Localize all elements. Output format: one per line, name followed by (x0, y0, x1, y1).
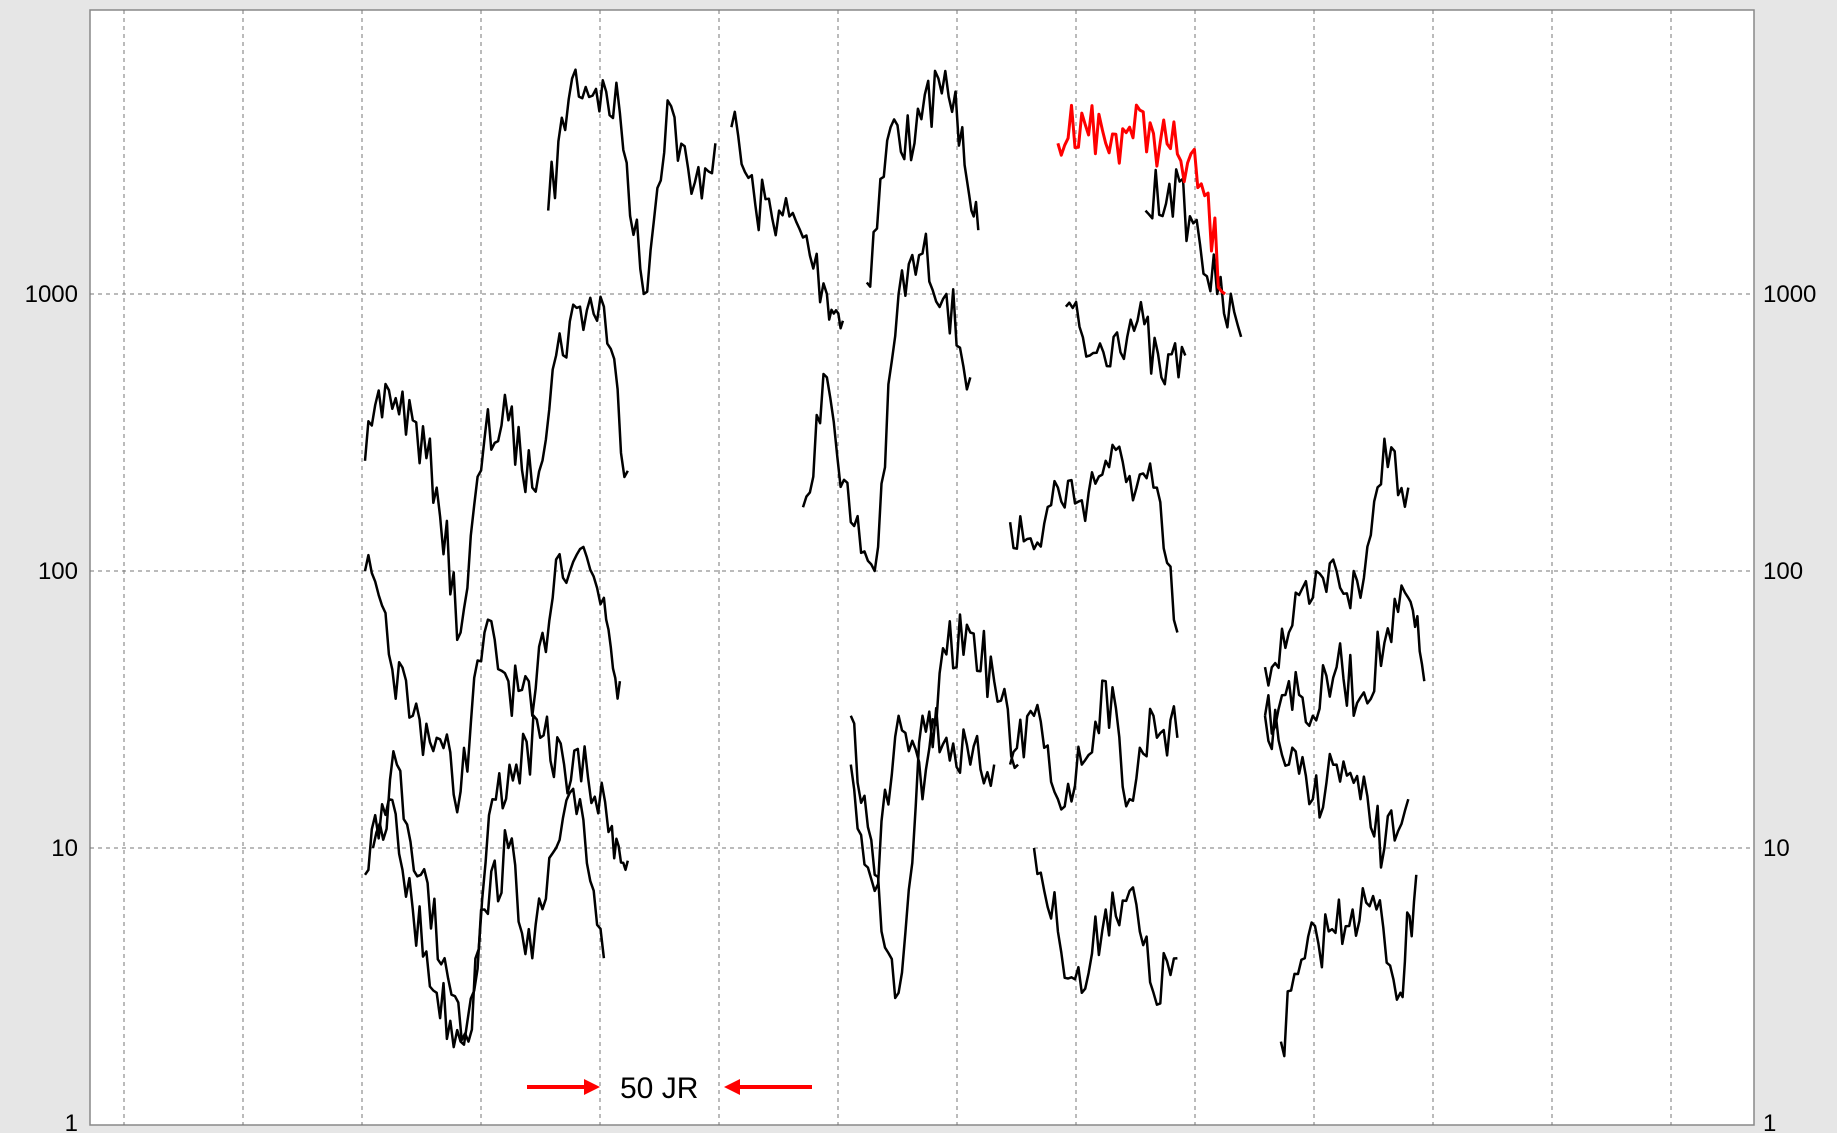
grid (90, 10, 1754, 1125)
plot-area (89, 9, 1755, 1126)
y-tick-label-right: 100 (1763, 558, 1803, 585)
series-line-4 (801, 232, 972, 573)
series-lines (363, 68, 1426, 1058)
y-tick-labels: 1000 100 10 1 1000 100 10 1 (25, 281, 1817, 1133)
y-tick-label-right: 10 (1763, 835, 1790, 862)
annotation-50-jr: 50 JR (527, 1072, 812, 1105)
y-tick-label-left: 1 (65, 1110, 78, 1133)
series-line-13 (1064, 300, 1187, 386)
series-line-12 (1032, 847, 1178, 1006)
series-line-14 (1144, 168, 1243, 338)
series-line-3 (363, 295, 629, 642)
series-line-9 (849, 706, 996, 1000)
series-line-6 (371, 714, 630, 1043)
series-line-18 (1263, 708, 1410, 869)
series-line-0 (546, 68, 717, 296)
series-line-5 (363, 545, 622, 814)
series-line-1 (730, 110, 845, 330)
series-line-2 (865, 69, 980, 288)
series-line-10 (1008, 443, 1179, 633)
y-tick-label-left: 10 (51, 835, 78, 862)
right-arrow-head-icon (724, 1079, 740, 1095)
series-line-17 (1263, 584, 1426, 735)
series-line-15 (1056, 103, 1226, 296)
series-line-7 (363, 787, 606, 1049)
annotation-text: 50 JR (620, 1072, 698, 1105)
series-line-16 (1263, 437, 1410, 687)
y-tick-label-left: 1000 (25, 281, 78, 308)
series-line-11 (1008, 679, 1179, 811)
y-tick-label-right: 1000 (1763, 281, 1816, 308)
y-tick-label-left: 100 (38, 558, 78, 585)
left-arrow-head-icon (584, 1079, 600, 1095)
series-line-19 (1279, 874, 1418, 1058)
y-tick-label-right: 1 (1763, 1110, 1776, 1133)
